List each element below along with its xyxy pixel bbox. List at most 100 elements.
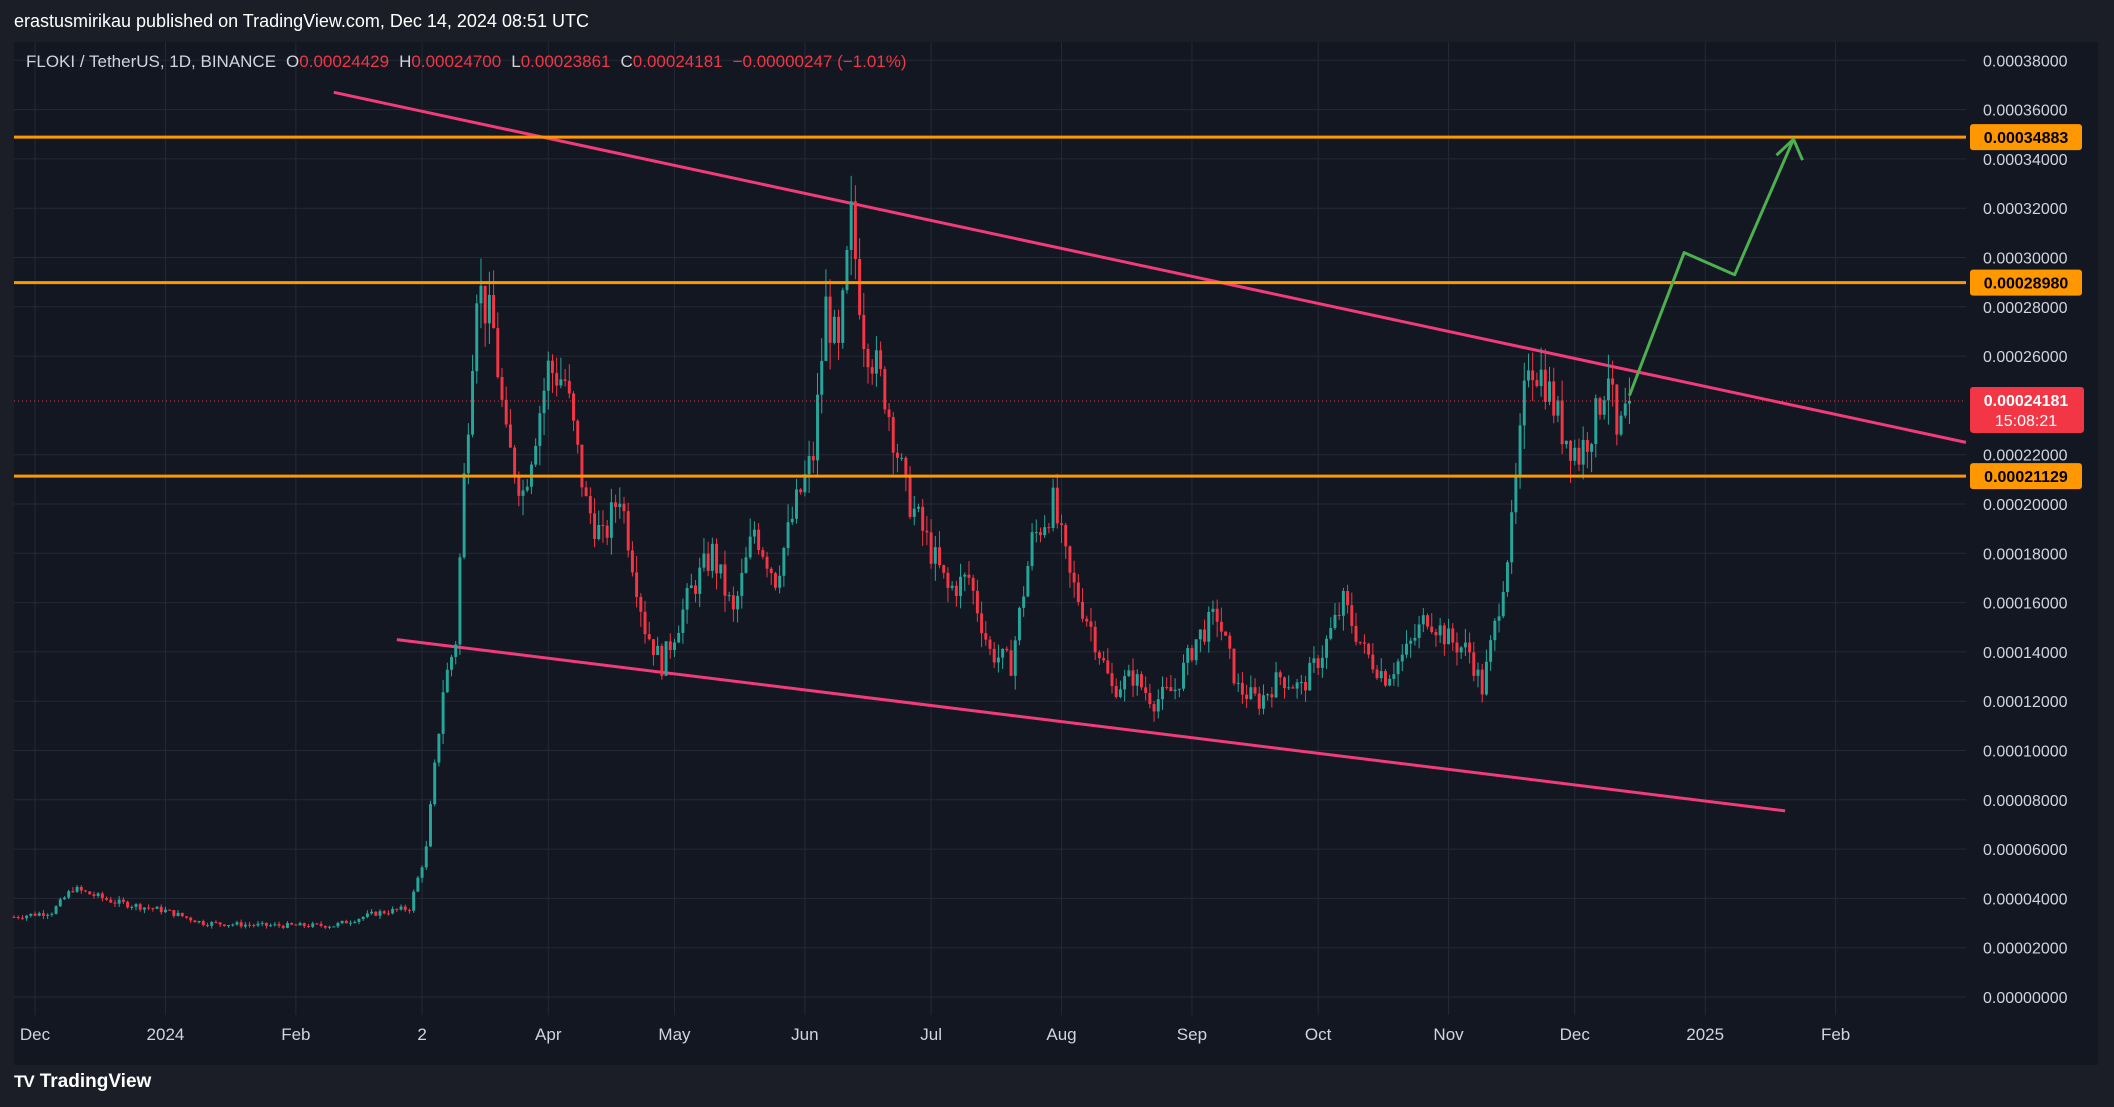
candle-body bbox=[1110, 673, 1114, 687]
candle-body bbox=[1274, 672, 1278, 698]
candle-body bbox=[1131, 670, 1135, 686]
candle-body bbox=[820, 360, 824, 395]
candle-body bbox=[626, 511, 630, 551]
candle-body bbox=[1190, 648, 1194, 661]
candle-body bbox=[370, 911, 374, 914]
candle-body bbox=[378, 911, 382, 916]
candle-body bbox=[1413, 637, 1417, 641]
candle-body bbox=[1459, 647, 1463, 653]
candle-body bbox=[201, 921, 205, 926]
candle-body bbox=[1287, 687, 1291, 689]
candle-body bbox=[281, 925, 285, 928]
candle-body bbox=[222, 924, 226, 927]
candle-body bbox=[1186, 648, 1190, 663]
candle-body bbox=[917, 506, 920, 509]
candle-body bbox=[538, 413, 542, 446]
candle-body bbox=[1291, 687, 1295, 689]
price-chart[interactable]: 0.00038000 0.00036000 0.00034000 0.00032000… bbox=[0, 0, 2114, 1066]
candle-body bbox=[58, 899, 62, 907]
candle-body bbox=[975, 590, 979, 614]
candle-body bbox=[1371, 654, 1375, 670]
candle-body bbox=[677, 632, 681, 643]
candle-body bbox=[399, 906, 403, 910]
candle-body bbox=[853, 201, 857, 260]
time-tick-label: Dec bbox=[20, 1025, 51, 1044]
footer-bar bbox=[0, 1066, 2114, 1107]
candle-body bbox=[33, 913, 37, 916]
candle-body bbox=[256, 923, 260, 926]
candle-body bbox=[1232, 648, 1236, 684]
candle-body bbox=[736, 595, 740, 610]
candle-body bbox=[1161, 686, 1164, 700]
price-tick-label: 0.00026000 bbox=[1983, 349, 2068, 366]
legend-symbol[interactable]: FLOKI / TetherUS, 1D, BINANCE bbox=[26, 52, 277, 71]
candle-body bbox=[328, 926, 331, 928]
candle-body bbox=[1316, 658, 1320, 668]
candle-body bbox=[992, 648, 996, 663]
candle-body bbox=[517, 476, 521, 496]
candle-body bbox=[546, 360, 550, 391]
candle-body bbox=[1627, 400, 1631, 404]
candle-body bbox=[988, 639, 992, 649]
candle-body bbox=[361, 916, 365, 920]
trendline-layer bbox=[333, 90, 1967, 813]
time-tick-label: Feb bbox=[281, 1025, 310, 1044]
candle-body bbox=[1299, 682, 1303, 684]
candle-body bbox=[1047, 527, 1051, 529]
candle-body bbox=[1097, 652, 1101, 659]
candle-body bbox=[1396, 661, 1400, 675]
candle-body bbox=[1001, 648, 1005, 658]
candle-body bbox=[1489, 640, 1493, 662]
candle-body bbox=[1173, 689, 1177, 692]
candle-body bbox=[273, 924, 277, 926]
candle-body bbox=[1405, 643, 1408, 655]
time-tick-label: Jun bbox=[791, 1025, 818, 1044]
candle-body bbox=[260, 922, 264, 924]
legend-low-value: 0.00023861 bbox=[520, 52, 611, 71]
candle-body bbox=[1215, 608, 1219, 622]
level-price-label: 0.00028980 bbox=[1984, 276, 2069, 293]
candle-body bbox=[584, 487, 588, 497]
candle-body bbox=[1354, 625, 1358, 642]
candle-body bbox=[1026, 566, 1030, 597]
candle-body bbox=[142, 907, 146, 910]
candle-body bbox=[189, 917, 193, 921]
candle-body bbox=[748, 536, 752, 558]
candle-body bbox=[71, 891, 75, 893]
horizontal-levels[interactable] bbox=[14, 135, 1966, 478]
candle-body bbox=[1076, 582, 1080, 602]
candle-body bbox=[29, 913, 33, 916]
candle-body bbox=[1337, 614, 1341, 616]
candle-body bbox=[1114, 686, 1118, 697]
candle-body bbox=[134, 904, 138, 907]
header-bar: erastusmirikau published on TradingView.… bbox=[0, 0, 2114, 42]
candle-body bbox=[984, 633, 988, 640]
candle-body bbox=[1177, 688, 1181, 690]
candle-body bbox=[706, 553, 710, 571]
tradingview-logo[interactable]: TV TradingView bbox=[14, 1071, 151, 1093]
time-tick-label: Feb bbox=[1821, 1025, 1850, 1044]
candle-body bbox=[891, 417, 895, 453]
candle-body bbox=[138, 904, 142, 910]
candle-body bbox=[1346, 591, 1350, 606]
candle-body bbox=[483, 285, 487, 324]
candle-body bbox=[407, 909, 411, 911]
candle-body bbox=[1447, 628, 1451, 645]
legend-close-value: 0.00024181 bbox=[632, 52, 723, 71]
candle-body bbox=[121, 899, 125, 902]
candle-body bbox=[20, 917, 24, 919]
candle-body bbox=[874, 350, 878, 374]
candle-body bbox=[1123, 676, 1127, 690]
candle-body bbox=[176, 912, 180, 916]
candle-body bbox=[832, 316, 836, 343]
candle-body bbox=[1152, 704, 1156, 712]
candle-body bbox=[1253, 687, 1257, 694]
candle-body bbox=[630, 550, 634, 573]
candle-body bbox=[487, 294, 491, 324]
candle-body bbox=[1127, 670, 1131, 677]
candle-body bbox=[567, 380, 571, 394]
candle-body bbox=[744, 557, 748, 573]
candle-body bbox=[323, 925, 327, 928]
price-tick-label: 0.00022000 bbox=[1983, 448, 2068, 465]
candle-body bbox=[1455, 642, 1459, 653]
